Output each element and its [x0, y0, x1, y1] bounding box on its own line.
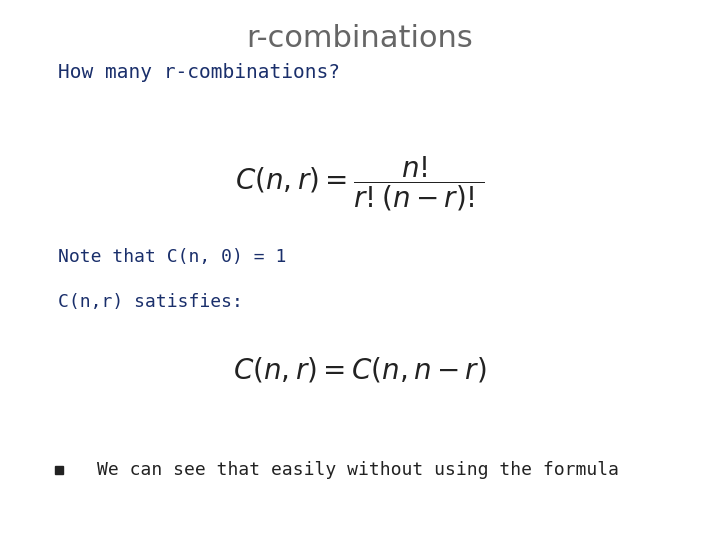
Text: How many r-combinations?: How many r-combinations? [58, 63, 340, 83]
Text: C(n,r) satisfies:: C(n,r) satisfies: [58, 293, 243, 312]
Text: $C(n, r) = \dfrac{n!}{r!(n-r)!}$: $C(n, r) = \dfrac{n!}{r!(n-r)!}$ [235, 154, 485, 213]
Text: We can see that easily without using the formula: We can see that easily without using the… [97, 461, 619, 479]
Text: r-combinations: r-combinations [247, 24, 473, 53]
Text: $C(n, r) = C(n, n-r)$: $C(n, r) = C(n, n-r)$ [233, 355, 487, 384]
Text: Note that C(n, 0) = 1: Note that C(n, 0) = 1 [58, 247, 286, 266]
